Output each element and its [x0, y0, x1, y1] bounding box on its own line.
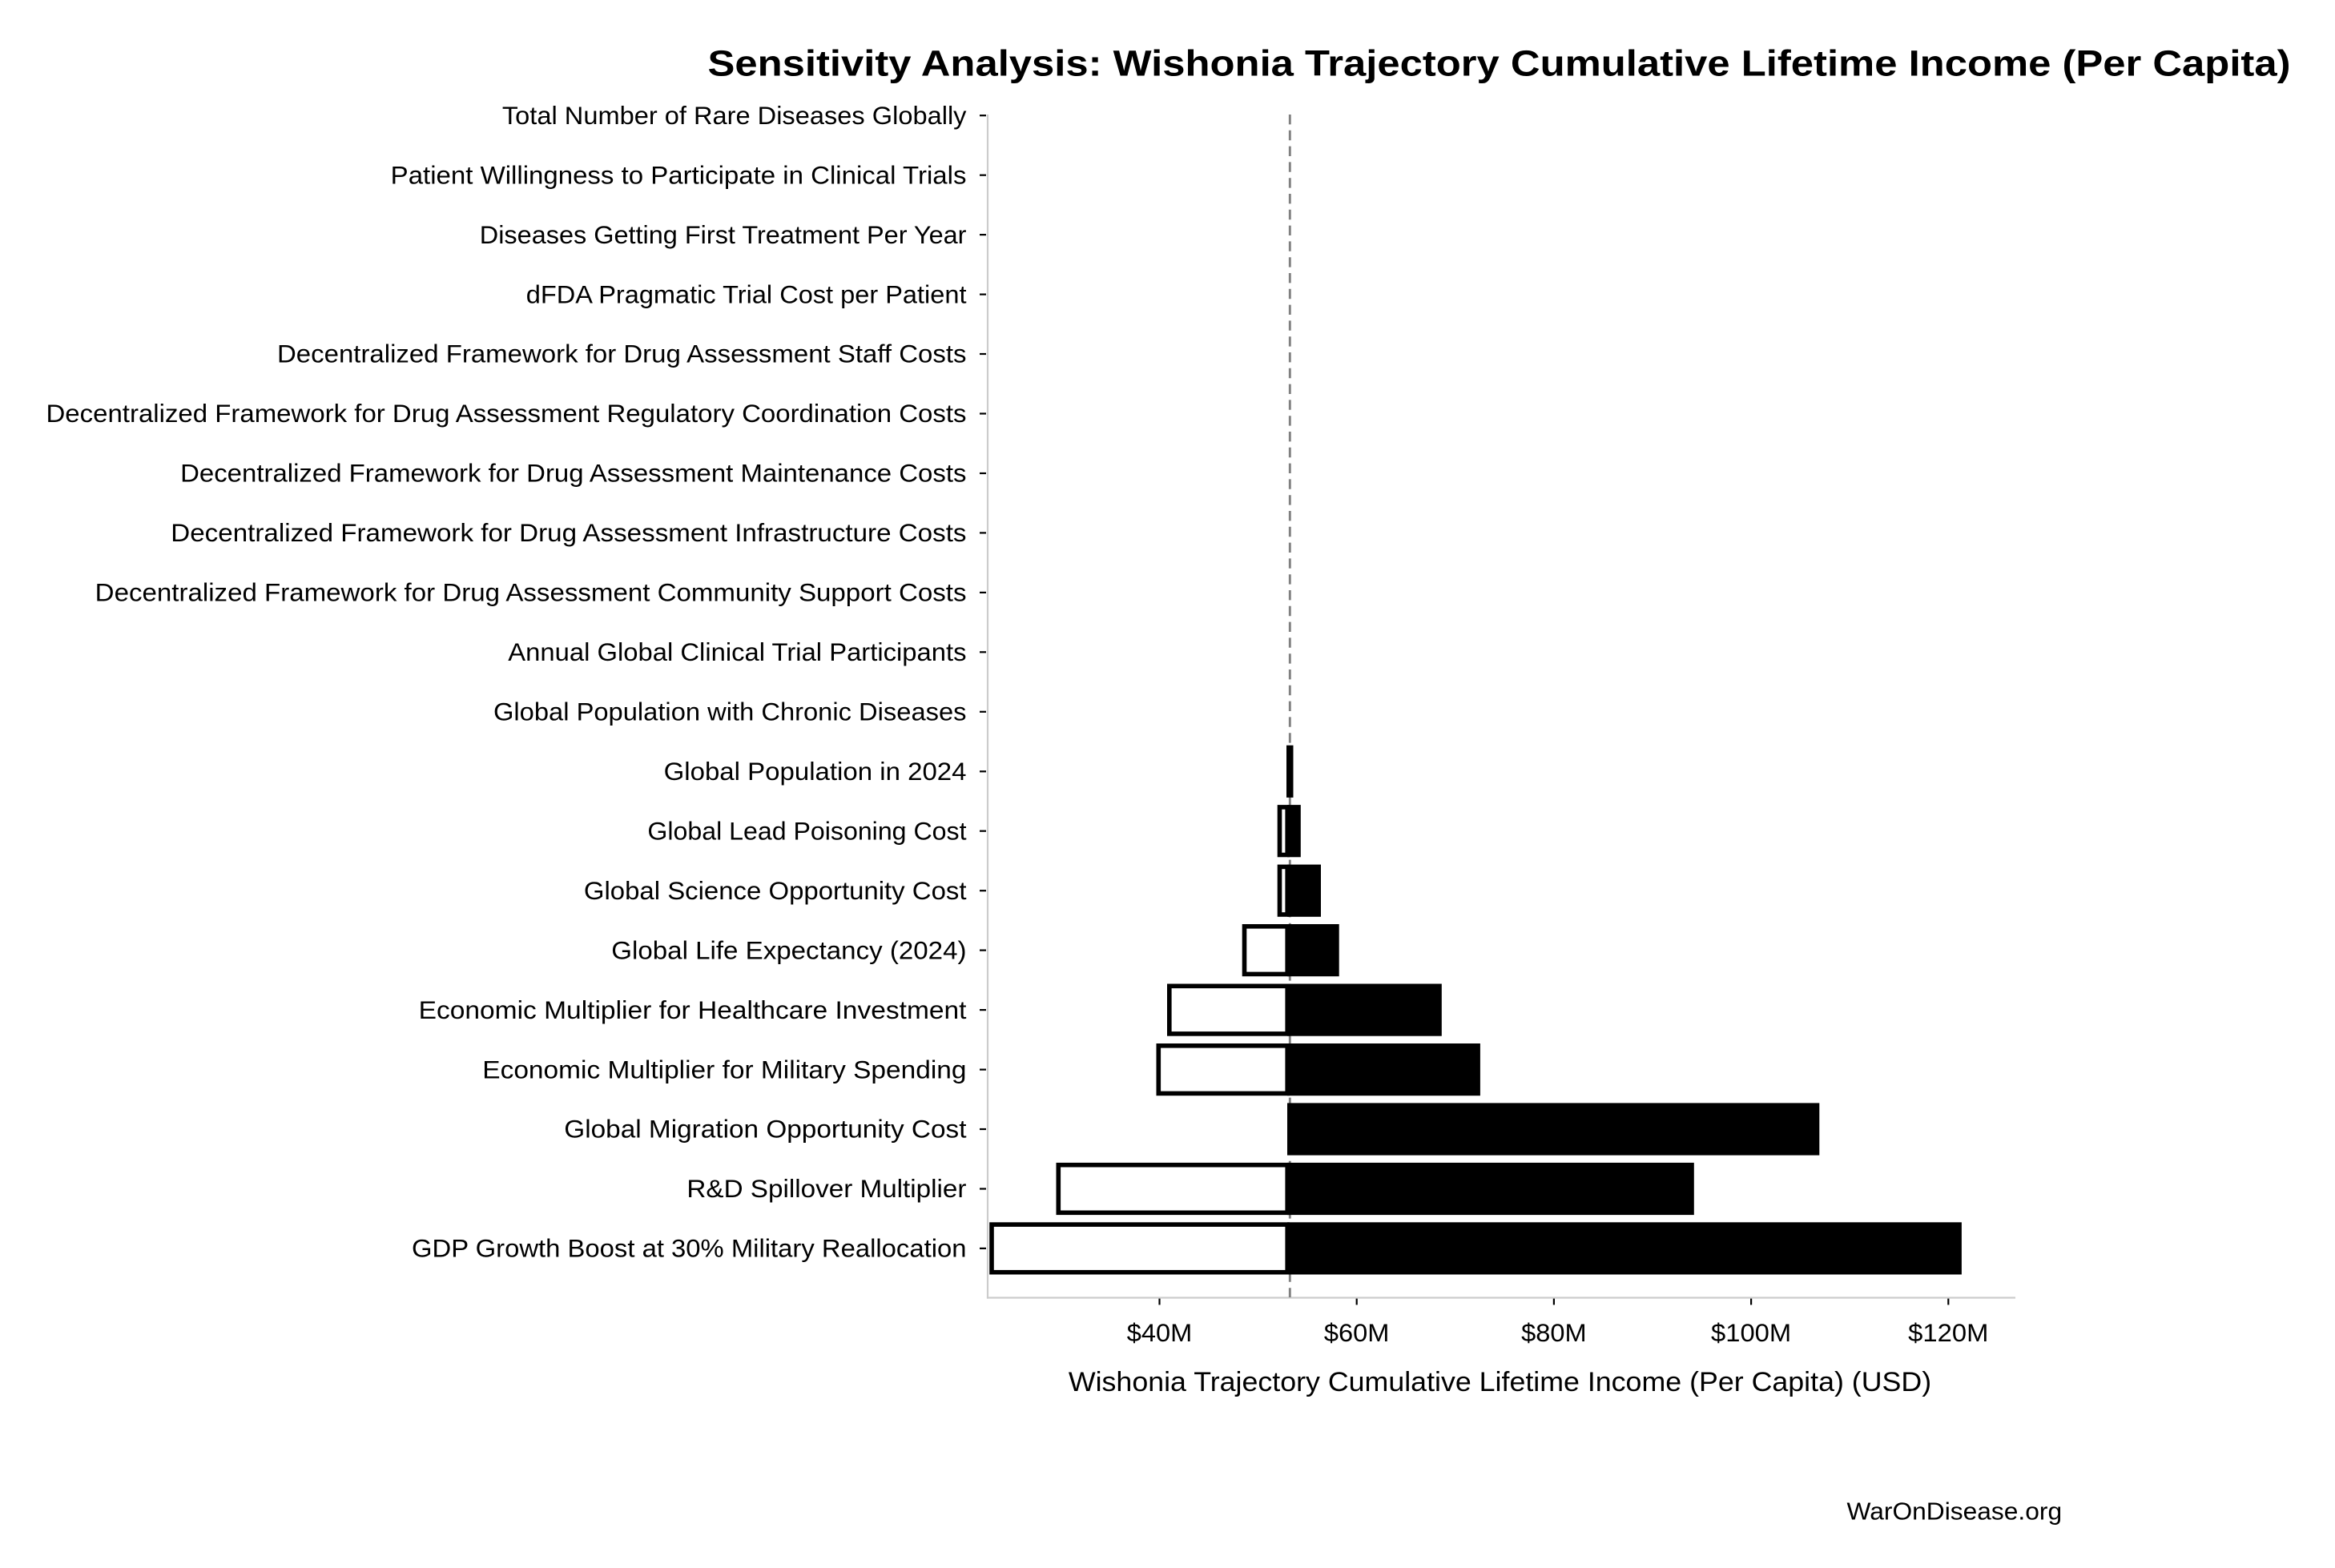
svg-text:Global Life Expectancy (2024): Global Life Expectancy (2024) — [611, 936, 966, 964]
svg-text:$100M: $100M — [1711, 1319, 1791, 1347]
svg-text:Global Population with Chronic: Global Population with Chronic Diseases — [493, 698, 967, 726]
svg-text:Annual Global Clinical Trial P: Annual Global Clinical Trial Participant… — [508, 638, 966, 666]
svg-text:Decentralized Framework for Dr: Decentralized Framework for Drug Assessm… — [46, 400, 967, 428]
svg-text:Global Lead Poisoning Cost: Global Lead Poisoning Cost — [647, 817, 966, 845]
svg-text:Economic Multiplier for Milita: Economic Multiplier for Military Spendin… — [482, 1055, 966, 1084]
svg-text:Decentralized Framework for Dr: Decentralized Framework for Drug Assessm… — [277, 340, 967, 368]
svg-text:dFDA Pragmatic Trial Cost per: dFDA Pragmatic Trial Cost per Patient — [526, 280, 967, 308]
svg-text:Economic Multiplier for Health: Economic Multiplier for Healthcare Inves… — [419, 996, 967, 1024]
svg-text:Decentralized Framework for Dr: Decentralized Framework for Drug Assessm… — [95, 579, 967, 607]
svg-text:Sensitivity Analysis: Wishonia: Sensitivity Analysis: Wishonia Trajector… — [708, 43, 2291, 84]
svg-text:Diseases Getting First Treatme: Diseases Getting First Treatment Per Yea… — [480, 221, 967, 249]
svg-text:$80M: $80M — [1521, 1319, 1587, 1347]
svg-text:R&D Spillover Multiplier: R&D Spillover Multiplier — [686, 1175, 966, 1203]
svg-text:WarOnDisease.org: WarOnDisease.org — [1847, 1498, 2063, 1526]
svg-text:Decentralized Framework for Dr: Decentralized Framework for Drug Assessm… — [171, 519, 966, 547]
svg-text:$40M: $40M — [1127, 1319, 1193, 1347]
svg-text:Global Migration Opportunity C: Global Migration Opportunity Cost — [564, 1116, 967, 1144]
svg-text:$60M: $60M — [1324, 1319, 1390, 1347]
svg-text:Global Population in 2024: Global Population in 2024 — [664, 758, 967, 786]
svg-text:Global Science Opportunity Cos: Global Science Opportunity Cost — [584, 877, 967, 905]
svg-text:Wishonia Trajectory Cumulative: Wishonia Trajectory Cumulative Lifetime … — [1069, 1367, 1931, 1397]
svg-text:Decentralized Framework for Dr: Decentralized Framework for Drug Assessm… — [180, 460, 966, 488]
svg-text:Total Number of Rare Diseases: Total Number of Rare Diseases Globally — [502, 102, 967, 130]
svg-text:Patient Willingness to Partici: Patient Willingness to Participate in Cl… — [391, 161, 967, 189]
svg-text:$120M: $120M — [1908, 1319, 1988, 1347]
svg-text:GDP Growth Boost at 30% Milita: GDP Growth Boost at 30% Military Realloc… — [412, 1235, 967, 1263]
